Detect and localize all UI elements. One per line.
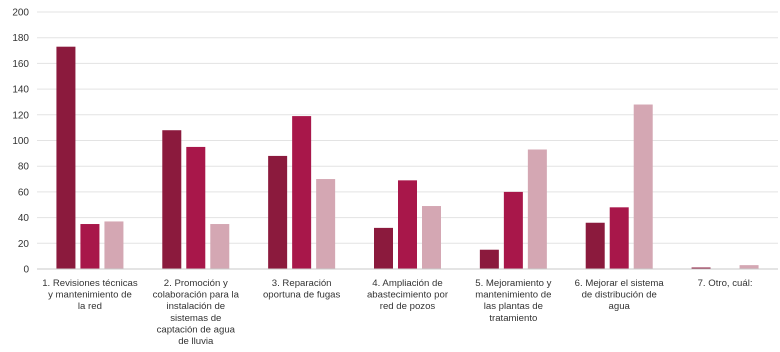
bar: [527, 149, 547, 269]
bar: [739, 265, 759, 269]
bar: [691, 267, 711, 269]
y-tick-label: 160: [12, 59, 29, 70]
y-tick-label: 20: [18, 239, 30, 250]
y-tick-label: 120: [12, 110, 29, 121]
bars: [56, 46, 759, 270]
bar: [479, 249, 499, 269]
bar: [398, 180, 417, 269]
category-label: 1. Revisiones técnicas y mantenimiento de…: [42, 278, 138, 312]
y-tick-label: 80: [18, 162, 30, 173]
bar: [186, 146, 206, 269]
y-tick-label: 0: [23, 265, 29, 276]
bar: [609, 207, 629, 269]
bar: [316, 179, 336, 269]
bar: [633, 104, 653, 270]
bar: [292, 116, 312, 269]
y-tick-label: 140: [12, 85, 29, 96]
bar: [268, 155, 288, 269]
category-label: 2. Promoción y colaboración para la instal…: [153, 278, 240, 347]
category-label: 5. Mejoramiento y mantenimiento de las pla…: [475, 278, 551, 324]
category-label: 4. Ampliación de abastecimiento por red de…: [367, 278, 449, 312]
y-tick-label: 40: [18, 213, 30, 224]
bar: [503, 191, 523, 269]
category-label: 7. Otro, cuál:: [698, 278, 753, 289]
y-tick-label: 200: [12, 8, 29, 19]
y-tick-label: 180: [12, 33, 29, 44]
gridlines: [37, 11, 778, 244]
bar: [422, 206, 441, 269]
category-label: 3. Reparación oportuna de fugas: [263, 278, 341, 301]
bar: [56, 46, 76, 269]
category-label: 6. Mejorar el sistema de distribución de a…: [575, 278, 665, 312]
bar: [80, 224, 100, 269]
y-tick-label: 100: [12, 136, 29, 147]
bar: [374, 227, 393, 269]
bar: [162, 130, 182, 269]
bar: [585, 222, 605, 269]
bar: [104, 221, 124, 269]
y-tick-label: 60: [18, 187, 30, 198]
x-axis-category-labels: 1. Revisiones técnicas y mantenimiento de…: [42, 278, 752, 347]
y-axis-tick-labels: 0 20 40 60 80 100 120 140 160 180 200: [12, 8, 29, 276]
bar: [210, 224, 230, 269]
